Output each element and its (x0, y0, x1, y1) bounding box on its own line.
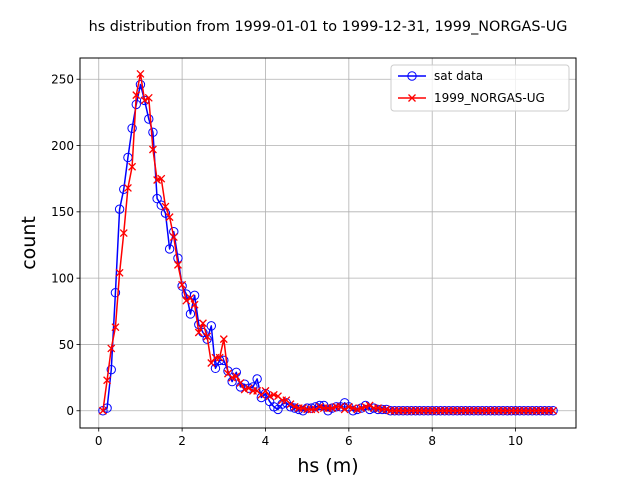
series-line (102, 83, 554, 412)
data-point (144, 93, 153, 102)
data-point (169, 233, 178, 241)
data-point (127, 123, 137, 133)
legend-box (390, 64, 570, 112)
data-point (173, 260, 182, 269)
data-point (185, 309, 196, 319)
data-point (161, 202, 170, 211)
series-norgas (98, 69, 558, 415)
data-point (160, 208, 171, 218)
data-point (132, 91, 141, 100)
data-point (206, 321, 216, 331)
data-point (260, 388, 271, 399)
data-point (314, 400, 325, 411)
x-tick-label: 10 (508, 434, 523, 448)
data-point (244, 384, 253, 393)
y-tick-label: 100 (51, 271, 74, 285)
data-point (119, 229, 128, 238)
series-layer (98, 69, 558, 416)
x-tick-label: 0 (95, 434, 103, 448)
data-point (219, 335, 228, 344)
data-point (165, 213, 174, 222)
x-tick-label: 2 (178, 434, 186, 448)
grid (80, 58, 576, 428)
data-point (286, 400, 295, 409)
data-point (144, 114, 154, 124)
data-point (306, 403, 317, 413)
data-point (148, 145, 157, 154)
x-axis-label: hs (m) (297, 455, 358, 477)
data-point (190, 300, 199, 309)
data-point (164, 244, 175, 254)
legend-label-norgas: 1999_NORGAS-UG (434, 91, 545, 105)
chart-title: hs distribution from 1999-01-01 to 1999-… (89, 19, 568, 35)
data-point (182, 296, 191, 305)
data-point (128, 162, 137, 171)
data-point (107, 344, 116, 353)
data-point (210, 363, 221, 374)
data-point (232, 372, 241, 381)
data-point (203, 332, 212, 341)
legend-marker-sat-data (407, 71, 417, 81)
data-point (114, 204, 125, 214)
data-point (215, 353, 224, 362)
data-point (103, 376, 112, 385)
data-point (198, 319, 207, 328)
data-point (549, 406, 558, 415)
x-tick-label: 4 (262, 434, 270, 448)
series-sat-data (98, 79, 558, 416)
data-point (311, 405, 320, 414)
data-point (106, 364, 116, 375)
y-tick-label: 200 (51, 139, 74, 153)
y-tick-label: 50 (59, 338, 74, 352)
y-tick-label: 0 (66, 404, 74, 418)
data-point (348, 406, 358, 416)
data-point (340, 405, 349, 414)
data-point (261, 386, 270, 395)
data-point (115, 268, 124, 277)
data-point (111, 323, 120, 332)
data-point (207, 359, 216, 367)
y-tick-label: 250 (51, 73, 74, 87)
data-point (110, 288, 121, 298)
data-point (219, 355, 229, 366)
data-point (236, 378, 245, 387)
data-point (365, 401, 374, 410)
data-point (123, 184, 132, 192)
data-point (152, 193, 162, 204)
plot-frame (79, 57, 577, 429)
data-point (336, 402, 345, 411)
data-point (194, 328, 203, 337)
data-point (178, 280, 187, 289)
data-point (148, 127, 158, 137)
legend-marker-norgas (408, 94, 416, 102)
y-tick-label: 150 (51, 205, 74, 219)
legend-label-sat-data: sat data (434, 69, 483, 83)
data-point (189, 290, 200, 301)
data-point (186, 294, 195, 302)
data-point (252, 374, 262, 384)
data-point (140, 96, 149, 105)
data-point (157, 174, 166, 183)
legend: sat data 1999_NORGAS-UG (390, 64, 570, 112)
data-point (136, 69, 145, 78)
data-point (135, 79, 146, 90)
y-axis-label: count (18, 216, 40, 270)
x-tick-label: 8 (428, 434, 436, 448)
data-point (98, 406, 107, 415)
data-point (352, 404, 362, 415)
x-tick-label: 6 (345, 434, 353, 448)
